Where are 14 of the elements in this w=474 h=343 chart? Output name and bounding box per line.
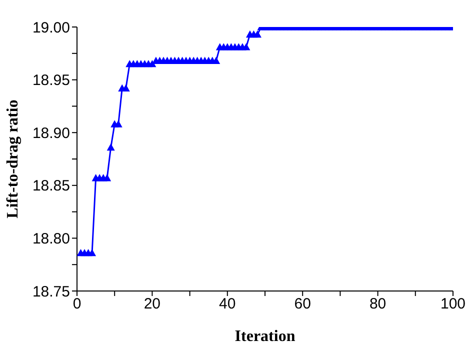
x-tick-label: 60 xyxy=(294,296,311,313)
y-tick-label: 18.90 xyxy=(32,124,70,142)
y-axis-title: Lift-to-drag ratio xyxy=(4,100,22,218)
x-tick-label: 80 xyxy=(369,296,386,313)
y-tick-label: 18.80 xyxy=(32,230,70,248)
x-axis-title: Iteration xyxy=(234,328,296,343)
x-tick-label: 0 xyxy=(72,296,82,313)
y-tick-label: 18.85 xyxy=(32,178,70,195)
x-tick-label: 20 xyxy=(144,296,161,313)
x-tick-label: 40 xyxy=(219,296,236,313)
x-tick-label: 100 xyxy=(440,296,466,313)
y-tick-label: 18.75 xyxy=(32,283,70,300)
y-tick-label: 19.00 xyxy=(32,19,70,36)
y-tick-label: 18.95 xyxy=(32,72,70,90)
